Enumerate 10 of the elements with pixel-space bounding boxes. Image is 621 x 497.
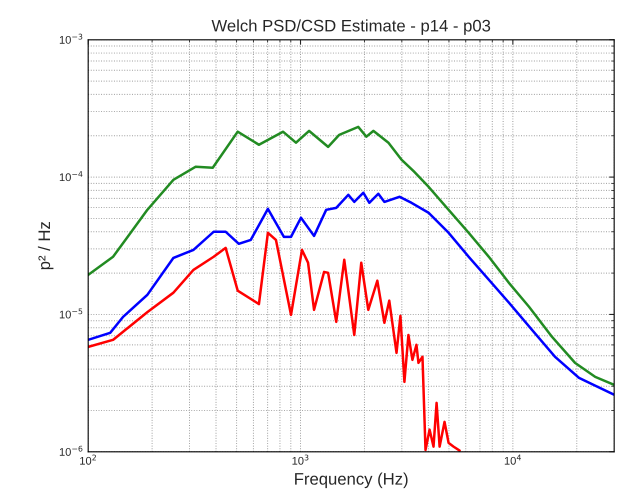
x-axis-title: Frequency (Hz) xyxy=(295,472,408,488)
y-tick-label: 10$^{−4}$ xyxy=(60,171,82,182)
y-tick-label: 10$^{−5}$ xyxy=(60,308,82,318)
x-tick-label: 10$^{2}$ xyxy=(80,454,96,465)
x-tick-label: 10$^{3}$ xyxy=(292,454,308,465)
y-tick-label: 10$^{−3}$ xyxy=(60,34,82,44)
y-tick-label: 10$^{−6}$ xyxy=(60,446,82,456)
x-tick-label: 10$^{4}$ xyxy=(504,454,521,465)
chart-title: Welch PSD/CSD Estimate - p14 - p03 xyxy=(212,19,490,35)
y-axis-title: p² / Hz xyxy=(38,222,54,270)
